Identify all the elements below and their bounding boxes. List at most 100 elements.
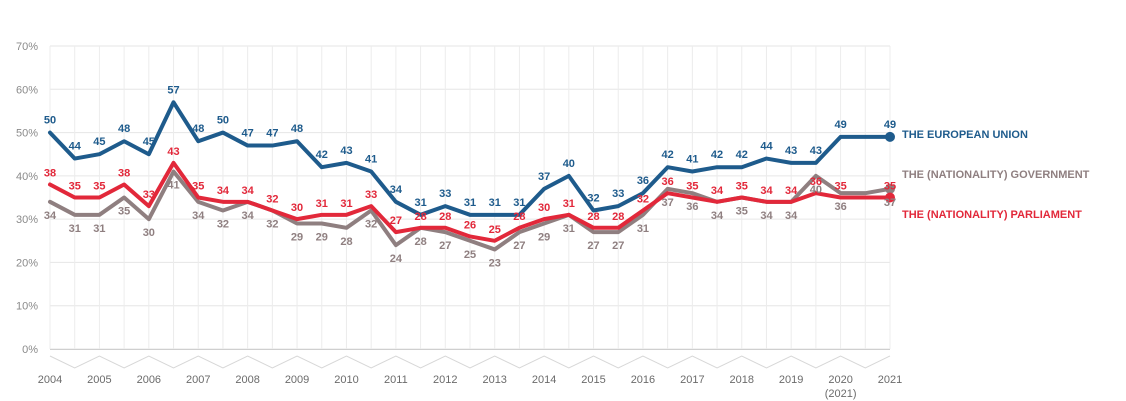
data-label: 34: [390, 184, 403, 196]
data-label: 35: [69, 181, 81, 193]
data-label: 41: [167, 180, 179, 192]
data-label: 34: [217, 185, 230, 197]
series-end-labels: THE EUROPEAN UNION THE (NATIONALITY) GOVE…: [902, 129, 1090, 221]
data-label: 31: [69, 223, 81, 235]
data-label: 43: [810, 145, 822, 157]
data-label: 36: [810, 176, 822, 188]
x-tick-label: 2008: [235, 374, 259, 386]
x-tick-label: 2009: [285, 374, 309, 386]
data-label: 34: [760, 210, 773, 222]
data-label: 28: [414, 236, 426, 248]
data-label: 29: [291, 231, 303, 243]
data-label: 35: [93, 181, 105, 193]
data-label: 48: [291, 123, 303, 135]
y-tick-label: 20%: [16, 257, 38, 269]
data-label: 40: [563, 158, 575, 170]
data-label: 30: [538, 202, 550, 214]
data-label: 31: [563, 223, 575, 235]
data-label: 31: [464, 197, 476, 209]
series-name-label: THE EUROPEAN UNION: [902, 129, 1028, 141]
data-label: 31: [563, 198, 575, 210]
x-tick-label: 2017: [680, 374, 704, 386]
x-tick-sublabel: (2021): [825, 388, 857, 400]
x-tick-label: 2012: [433, 374, 457, 386]
data-label: 38: [44, 168, 56, 180]
data-label: 31: [93, 223, 105, 235]
data-label: 27: [439, 240, 451, 252]
data-label: 44: [760, 141, 773, 153]
data-label: 35: [736, 181, 748, 193]
data-label: 35: [834, 181, 846, 193]
data-label: 44: [69, 141, 82, 153]
data-label: 32: [587, 192, 599, 204]
data-label: 37: [884, 197, 896, 209]
data-label: 35: [736, 206, 748, 218]
y-tick-label: 10%: [16, 301, 38, 313]
x-axis-ribbon: [49, 355, 891, 369]
data-label: 34: [242, 210, 255, 222]
x-tick-label: 2019: [779, 374, 803, 386]
data-label: 31: [414, 197, 426, 209]
data-label: 27: [612, 240, 624, 252]
data-label: 41: [365, 154, 377, 166]
data-label: 33: [439, 188, 451, 200]
y-tick-label: 0%: [22, 344, 38, 356]
data-label: 31: [637, 223, 649, 235]
x-tick-label: 2004: [38, 374, 62, 386]
data-label: 31: [489, 197, 501, 209]
data-label: 50: [217, 115, 229, 127]
x-tick-label: 2005: [87, 374, 111, 386]
data-label: 36: [686, 201, 698, 213]
x-tick-label: 2007: [186, 374, 210, 386]
x-tick-label: 2014: [532, 374, 556, 386]
data-label: 42: [711, 149, 723, 161]
data-label: 35: [686, 181, 698, 193]
data-label: 32: [217, 218, 229, 230]
data-label: 42: [662, 149, 674, 161]
data-label: 34: [242, 185, 255, 197]
series-line: [48, 160, 892, 243]
data-label: 33: [612, 188, 624, 200]
axes: 0% 10% 20% 30% 40% 50% 60% 70% 2004 2005 2006 2007 2…: [16, 41, 902, 400]
data-label: 43: [785, 145, 797, 157]
data-label: 28: [587, 211, 599, 223]
data-label: 32: [365, 218, 377, 230]
x-tick-label: 2016: [631, 374, 655, 386]
data-label: 30: [143, 227, 155, 239]
data-label: 34: [711, 210, 724, 222]
data-label: 48: [118, 123, 130, 135]
data-label: 37: [662, 197, 674, 209]
y-tick-label: 40%: [16, 171, 38, 183]
data-label: 47: [266, 128, 278, 140]
data-label: 35: [118, 206, 130, 218]
data-label: 28: [513, 211, 525, 223]
data-label: 23: [489, 257, 501, 269]
data-label: 38: [118, 168, 130, 180]
data-label: 31: [316, 198, 328, 210]
data-label: 30: [291, 202, 303, 214]
x-tick-label: 2006: [137, 374, 161, 386]
data-label: 41: [686, 154, 698, 166]
x-tick-label: 2018: [730, 374, 754, 386]
data-label: 45: [93, 136, 105, 148]
x-tick-label: 2010: [334, 374, 358, 386]
x-tick-label: 2013: [482, 374, 506, 386]
data-label: 36: [637, 175, 649, 187]
data-label: 40: [810, 184, 822, 196]
data-label: 34: [44, 210, 57, 222]
data-label: 42: [736, 149, 748, 161]
data-label: 34: [785, 185, 798, 197]
data-label: 49: [884, 119, 896, 131]
data-label: 50: [44, 115, 56, 127]
data-label: 42: [316, 149, 328, 161]
data-label: 43: [340, 145, 352, 157]
series-end-marker: [885, 183, 895, 194]
data-label: 48: [192, 123, 204, 135]
data-label: 31: [340, 198, 352, 210]
data-label: 34: [760, 185, 773, 197]
series-end-marker: [885, 192, 895, 203]
x-tick-label: 2011: [384, 374, 408, 386]
y-tick-label: 70%: [16, 41, 38, 53]
x-tick-label: 2020: [828, 374, 852, 386]
y-tick-label: 30%: [16, 214, 38, 226]
